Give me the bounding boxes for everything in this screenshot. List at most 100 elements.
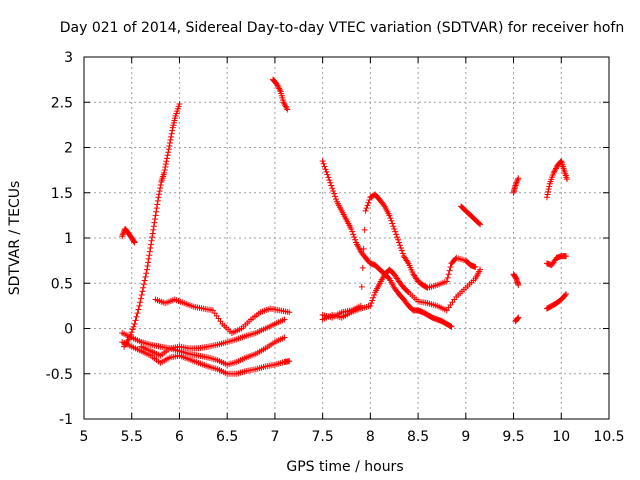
data-point — [388, 217, 395, 224]
data-point — [389, 220, 396, 227]
data-point — [157, 181, 164, 188]
data-point — [396, 242, 403, 249]
y-tick-label: 1 — [64, 231, 73, 247]
series-arc-3 — [270, 76, 291, 113]
data-point — [325, 174, 332, 181]
data-point — [352, 236, 359, 243]
data-point — [157, 185, 164, 192]
data-point — [369, 297, 376, 304]
data-point — [324, 171, 331, 178]
data-point — [364, 202, 371, 209]
series-arc-12 — [510, 175, 522, 196]
data-point — [359, 264, 366, 271]
data-point — [564, 176, 570, 183]
data-point — [166, 143, 173, 150]
y-tick-label: 1.5 — [51, 186, 73, 202]
data-point — [563, 253, 570, 260]
data-point — [284, 106, 291, 113]
data-point — [150, 223, 157, 230]
data-point — [477, 266, 484, 273]
data-point — [139, 288, 146, 295]
data-marks — [119, 76, 570, 377]
x-tick-label: 9.5 — [502, 429, 524, 445]
series-arc-8 — [319, 158, 455, 330]
data-point — [545, 186, 552, 193]
data-point — [445, 271, 452, 278]
data-point — [391, 225, 398, 232]
data-point — [119, 231, 126, 238]
data-point — [137, 299, 144, 306]
data-point — [281, 334, 288, 341]
data-point — [371, 292, 378, 299]
data-point — [370, 294, 377, 301]
data-point — [350, 231, 357, 238]
data-point — [386, 212, 393, 219]
data-point — [444, 274, 451, 281]
data-point — [286, 358, 293, 365]
data-point — [152, 212, 159, 219]
data-point — [148, 241, 155, 248]
data-point — [146, 248, 153, 255]
x-tick-label: 9 — [461, 429, 470, 445]
data-point — [138, 292, 145, 299]
data-point — [167, 136, 174, 143]
data-point — [162, 164, 169, 171]
data-point — [476, 220, 483, 227]
data-point — [396, 239, 402, 246]
y-tick-label: 0.5 — [51, 276, 73, 292]
y-tick-label: 3 — [64, 50, 73, 66]
data-point — [153, 208, 160, 215]
data-point — [147, 244, 154, 251]
tick-labels: 5 5.5 6 6.5 7 7.5 8 8.5 9 9.5 10 10.5 -1 -0.5 0 0.5 1 1.5… — [46, 50, 625, 445]
data-point — [349, 228, 356, 235]
data-point — [276, 86, 283, 93]
data-point — [393, 231, 400, 238]
data-point — [512, 182, 519, 189]
data-point — [144, 263, 151, 270]
x-tick-label: 7 — [270, 429, 279, 445]
data-point — [154, 201, 161, 208]
data-point — [395, 236, 402, 243]
data-point — [136, 302, 143, 309]
x-tick-label: 6.5 — [216, 429, 238, 445]
data-point — [404, 258, 411, 265]
data-point — [328, 182, 335, 189]
data-point — [365, 199, 372, 206]
data-point — [366, 196, 373, 203]
data-point — [563, 291, 570, 298]
x-tick-label: 7.5 — [312, 429, 334, 445]
series-arc-7 — [138, 316, 288, 359]
data-point — [148, 237, 155, 244]
y-axis-label: SDTVAR / TECUs — [7, 181, 23, 296]
data-point — [154, 197, 161, 204]
data-point — [129, 326, 136, 333]
data-point — [161, 166, 168, 173]
data-point — [164, 152, 171, 159]
data-point — [357, 302, 364, 309]
data-point — [161, 169, 168, 176]
data-point — [176, 101, 183, 108]
data-point — [131, 239, 138, 246]
series-arc-15 — [543, 158, 570, 201]
x-axis-label: GPS time / hours — [286, 459, 403, 475]
data-point — [397, 244, 404, 251]
data-point — [131, 238, 138, 245]
data-point — [361, 226, 368, 233]
data-point — [330, 187, 337, 194]
data-point — [447, 263, 454, 270]
data-point — [513, 179, 520, 186]
data-point — [331, 190, 338, 197]
data-point — [513, 181, 520, 188]
data-point — [446, 267, 453, 274]
data-point — [155, 194, 162, 201]
data-point — [514, 315, 521, 322]
series-arc-5 — [119, 330, 288, 368]
series-arc-14 — [512, 314, 522, 325]
data-point — [515, 314, 522, 321]
data-point — [545, 188, 552, 195]
data-point — [169, 127, 176, 134]
data-point — [152, 215, 159, 222]
data-point — [404, 288, 411, 295]
